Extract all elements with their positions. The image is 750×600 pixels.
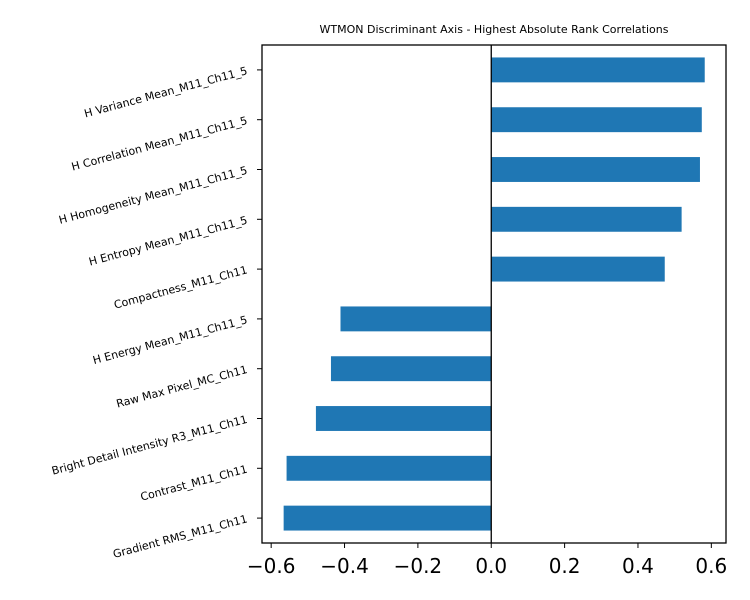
y-tick-label: H Energy Mean_M11_Ch11_5 [91, 313, 248, 367]
bar [491, 256, 665, 282]
x-tick-label: 0.2 [549, 554, 581, 578]
x-tick-label: 0.0 [475, 554, 507, 578]
x-tick-label: −0.4 [320, 554, 369, 578]
x-axis-ticks: −0.6 −0.4 −0.2 0.0 0.2 0.4 0.6 [247, 543, 727, 578]
bar [286, 455, 492, 481]
plot-frame [261, 44, 727, 544]
y-tick-label: H Correlation Mean_M11_Ch11_5 [70, 114, 249, 174]
x-tick-label: −0.2 [394, 554, 443, 578]
bar [491, 157, 700, 182]
y-tick-label: H Entropy Mean_M11_Ch11_5 [87, 214, 248, 269]
y-tick-label: Contrast_M11_Ch11 [139, 463, 249, 504]
bar [491, 57, 705, 83]
bar [283, 505, 492, 531]
y-tick-label: Bright Detail Intensity R3_M11_Ch11 [50, 413, 248, 478]
bar [330, 356, 492, 382]
y-tick-label: H Homogeneity Mean_M11_Ch11_5 [57, 164, 248, 227]
y-tick-label: Gradient RMS_M11_Ch11 [111, 512, 248, 560]
bar [491, 107, 702, 133]
y-tick-label: Raw Max Pixel_MC_Ch11 [115, 363, 249, 411]
y-axis-ticks: H Variance Mean_M11_Ch11_5H Correlation … [50, 64, 262, 561]
bar [491, 206, 682, 232]
bars-group [283, 57, 705, 531]
x-tick-label: 0.6 [695, 554, 727, 578]
x-tick-label: −0.6 [247, 554, 296, 578]
y-tick-label: Compactness_M11_Ch11 [113, 263, 249, 311]
chart-title: WTMON Discriminant Axis - Highest Absolu… [320, 23, 669, 36]
bar [340, 306, 492, 332]
x-tick-label: 0.4 [622, 554, 654, 578]
y-tick-label: H Variance Mean_M11_Ch11_5 [83, 64, 249, 120]
bar [315, 406, 492, 431]
